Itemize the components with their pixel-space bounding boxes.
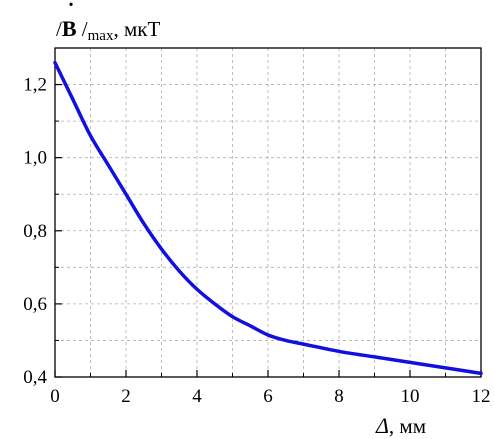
x-tick-label: 0 <box>50 386 60 407</box>
x-tick-label: 10 <box>401 386 420 407</box>
y-tick-label: 1,2 <box>23 75 47 96</box>
grid <box>55 48 481 377</box>
x-tick-label: 6 <box>263 386 273 407</box>
y-tick-label: 0,8 <box>23 221 47 242</box>
x-tick-label: 2 <box>121 386 131 407</box>
y-tick-label: 0,6 <box>23 294 47 315</box>
x-axis-title-unit: , мм <box>389 414 426 438</box>
x-axis-title: Δ, мм <box>375 413 426 438</box>
y-axis-title-symbol: B <box>62 16 77 41</box>
x-tick-label: 4 <box>192 386 202 407</box>
x-tick-label: 8 <box>334 386 344 407</box>
x-axis-title-symbol: Δ <box>375 413 389 438</box>
tick-labels: 0 2 4 6 8 10 12 0,4 0,6 0,8 1,0 1,2 <box>23 75 490 407</box>
y-axis-title-bar-right: / <box>77 17 88 41</box>
y-tick-label: 0,4 <box>23 367 47 388</box>
y-axis-title-subscript: max <box>88 28 114 44</box>
series-line <box>53 60 483 376</box>
x-tick-label: 12 <box>472 386 491 407</box>
series <box>53 60 483 376</box>
y-axis-title-unit: , мкТ <box>113 17 160 41</box>
y-tick-label: 1,0 <box>23 148 47 169</box>
y-axis-title-dot: ˙ <box>67 0 74 23</box>
y-axis-title-bar-left: / <box>56 17 62 41</box>
y-axis-title: /B /max, мкТ <box>56 16 160 44</box>
